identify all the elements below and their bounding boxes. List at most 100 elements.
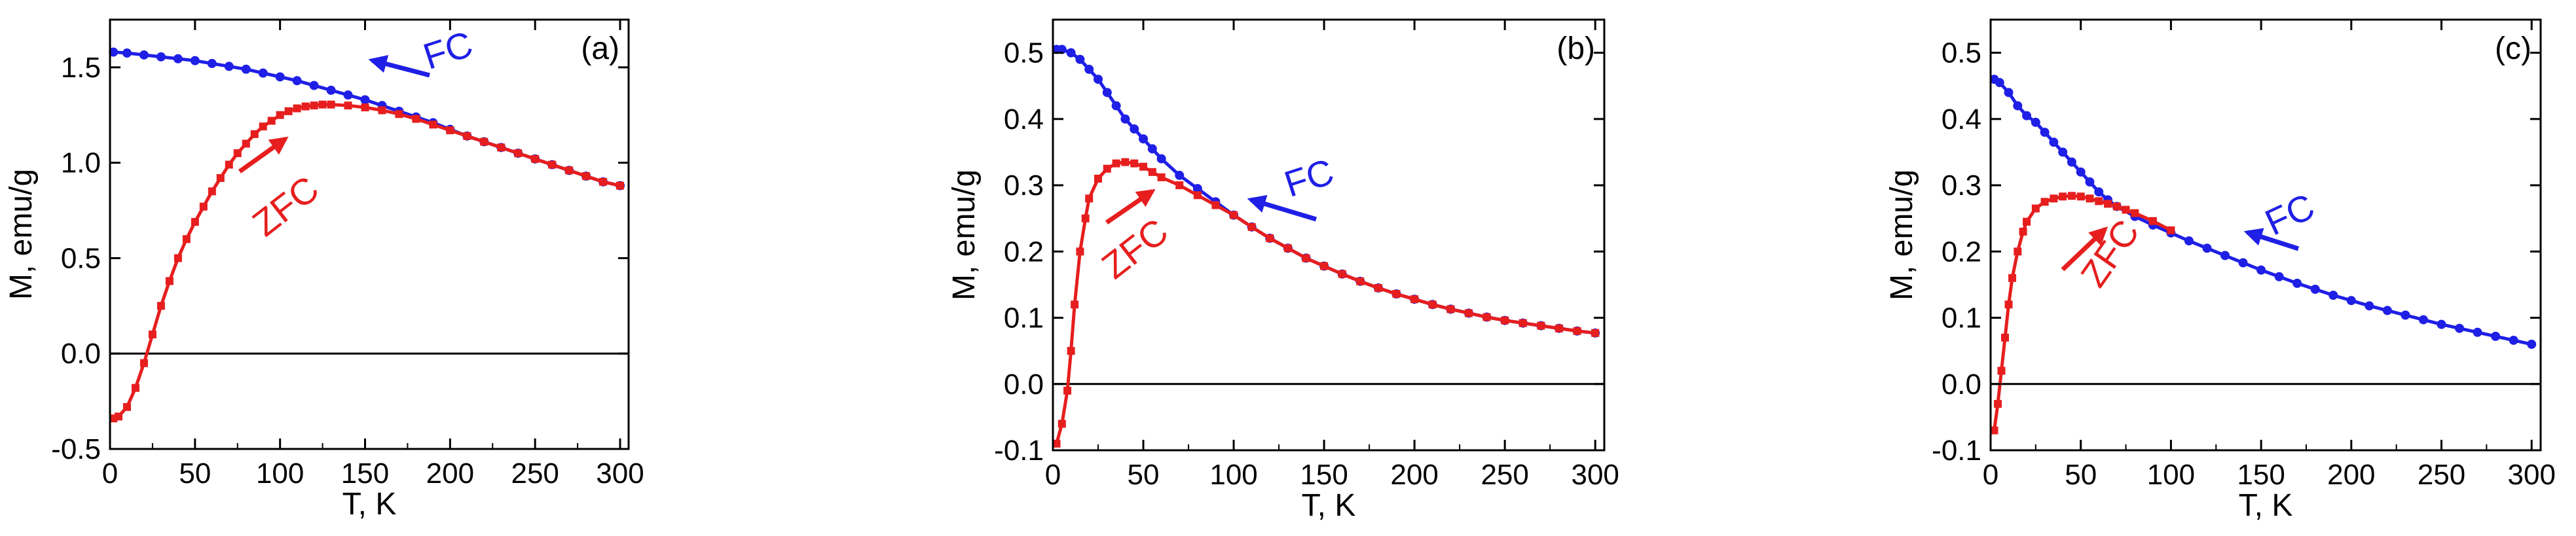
panel-label: (b)	[1556, 31, 1595, 66]
data-point-fc	[2031, 117, 2040, 127]
data-point-fc	[2067, 157, 2076, 167]
data-point-zfc	[1052, 439, 1061, 448]
data-point-zfc	[276, 111, 284, 119]
data-point-zfc	[1094, 174, 1103, 183]
data-point-fc	[173, 54, 183, 63]
data-point-zfc	[1591, 329, 1600, 337]
x-axis-label: T, K	[342, 487, 397, 522]
panel-label: (c)	[2495, 31, 2531, 66]
series-line-zfc	[113, 103, 621, 420]
y-tick-label: -0.1	[994, 435, 1044, 467]
data-point-zfc	[301, 102, 310, 111]
data-point-zfc	[233, 149, 242, 158]
panel-a: 0 50 100 150 200 250 300 -0.5 0.0 0.5 1.0 1.5 T, K M,…	[4, 18, 644, 522]
y-tick-label: 0.0	[61, 338, 101, 370]
data-point-fc	[122, 48, 132, 58]
x-tick-label: 150	[341, 457, 389, 490]
data-point-fc	[2184, 236, 2194, 246]
data-point-zfc	[2148, 217, 2157, 225]
data-point-zfc	[1112, 159, 1120, 168]
x-tick-label: 250	[2418, 459, 2465, 491]
x-tick-label: 150	[2237, 459, 2285, 491]
data-point-zfc	[1175, 181, 1184, 190]
data-point-zfc	[1076, 247, 1084, 256]
x-tick-label: 300	[596, 457, 644, 490]
y-tick-label: 0.4	[1004, 103, 1044, 135]
data-point-fc	[343, 90, 353, 100]
data-point-zfc	[582, 172, 591, 181]
data-point-fc	[1139, 134, 1149, 144]
series-line-fc	[113, 50, 621, 188]
y-axis-label: M, emu/g	[1885, 170, 1919, 300]
data-point-zfc	[318, 100, 327, 109]
data-point-zfc	[1103, 164, 1111, 173]
data-point-zfc	[2112, 202, 2121, 211]
data-point-zfc	[2059, 192, 2067, 201]
data-point-zfc	[165, 277, 174, 285]
data-point-zfc	[446, 126, 454, 135]
fc-annotation: FC	[1279, 151, 1338, 205]
y-tick-label: -0.1	[1932, 435, 1981, 467]
data-point-fc	[241, 64, 251, 74]
y-tick-label: 1.0	[61, 147, 101, 179]
data-point-fc	[156, 52, 166, 62]
data-point-fc	[309, 80, 319, 90]
x-tick-label: 100	[1209, 459, 1257, 491]
data-point-zfc	[548, 160, 557, 169]
data-point-zfc	[565, 166, 574, 175]
data-point-fc	[2437, 319, 2446, 329]
data-point-zfc	[361, 103, 369, 112]
data-point-fc	[2401, 310, 2410, 320]
data-point-fc	[2473, 327, 2482, 337]
data-point-fc	[2013, 101, 2023, 111]
data-point-fc	[2220, 251, 2230, 260]
x-tick-label: 0	[1045, 459, 1061, 491]
data-point-fc	[2094, 187, 2104, 197]
data-point-zfc	[378, 106, 386, 115]
data-point-zfc	[1130, 159, 1139, 168]
y-tick-label: 0.1	[1004, 302, 1044, 334]
data-point-fc	[2076, 167, 2086, 177]
y-tick-label: 0.0	[1004, 368, 1044, 401]
y-tick-label: 0.4	[1941, 103, 1981, 135]
data-point-fc	[1147, 144, 1157, 154]
data-point-zfc	[208, 187, 216, 196]
data-point-fc	[2085, 177, 2095, 187]
data-point-zfc	[1071, 300, 1079, 309]
data-point-zfc	[2076, 192, 2085, 201]
y-axis-label: M, emu/g	[4, 169, 39, 300]
fc-annotation: FC	[418, 23, 477, 77]
data-point-zfc	[216, 173, 225, 182]
data-point-zfc	[2050, 194, 2058, 203]
data-point-zfc	[2031, 204, 2040, 213]
data-point-zfc	[1994, 400, 2002, 408]
data-point-fc	[139, 50, 149, 60]
data-point-zfc	[2167, 226, 2175, 234]
x-tick-label: 300	[2508, 459, 2556, 491]
y-tick-label: 0.3	[1004, 170, 1044, 202]
data-point-fc	[292, 76, 302, 86]
data-point-zfc	[531, 154, 540, 163]
data-point-zfc	[250, 130, 259, 138]
data-point-zfc	[1193, 191, 1202, 200]
data-point-fc	[109, 47, 119, 57]
fc-arrow	[1247, 195, 1317, 222]
data-point-zfc	[1482, 313, 1491, 321]
data-point-zfc	[514, 149, 523, 158]
data-point-zfc	[225, 160, 233, 169]
data-point-fc	[2202, 243, 2212, 253]
data-point-fc	[2491, 331, 2501, 341]
data-point-zfc	[2086, 194, 2094, 203]
data-point-zfc	[1320, 262, 1329, 270]
x-tick-label: 200	[426, 457, 474, 490]
data-point-zfc	[2104, 200, 2112, 208]
data-point-fc	[2328, 291, 2338, 300]
series-line-zfc	[1055, 160, 1596, 444]
plot-frame	[1989, 18, 2542, 452]
series-zfc	[1990, 192, 2175, 435]
x-tick-label: 100	[2147, 459, 2195, 491]
data-point-zfc	[2040, 198, 2049, 206]
data-point-fc	[1066, 48, 1076, 58]
data-point-zfc	[1211, 201, 1220, 209]
data-point-fc	[1120, 114, 1130, 124]
